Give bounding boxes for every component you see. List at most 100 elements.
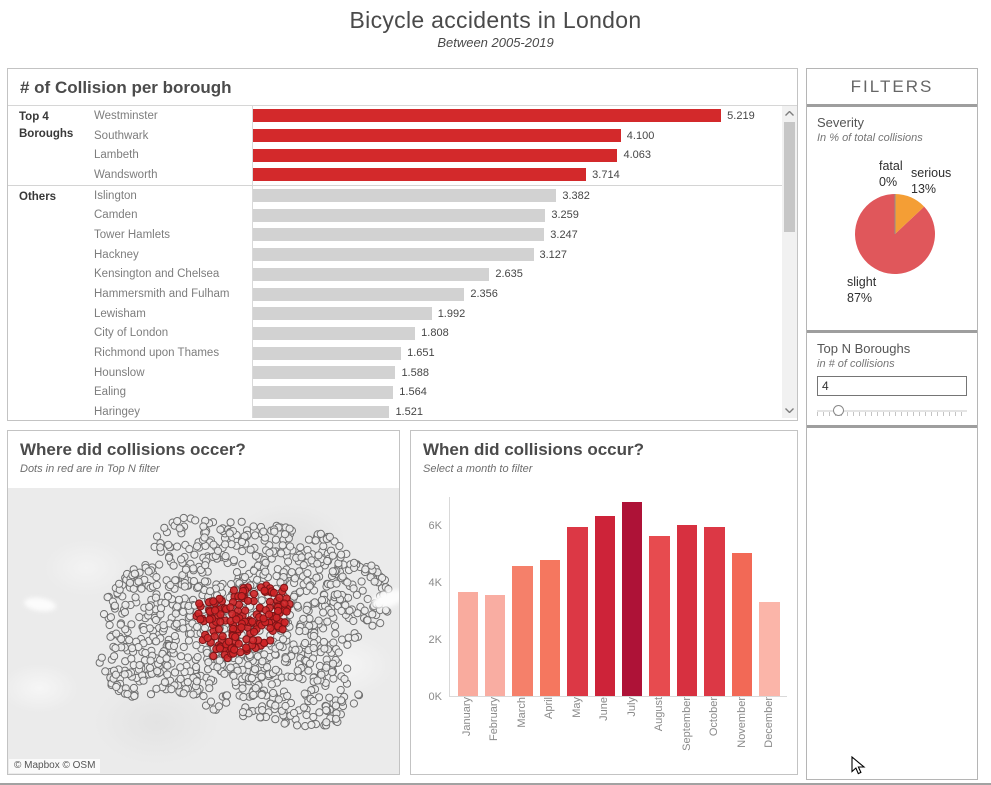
collision-dot[interactable] <box>329 638 338 647</box>
collision-dot[interactable] <box>183 653 192 662</box>
collision-dot[interactable] <box>201 561 210 570</box>
collision-dot[interactable] <box>111 670 121 679</box>
collision-dot[interactable] <box>349 584 358 593</box>
collision-dot[interactable] <box>291 645 300 654</box>
collision-dot[interactable] <box>338 572 347 581</box>
borough-bar[interactable] <box>253 228 545 242</box>
collision-dot[interactable] <box>330 622 340 631</box>
borough-row[interactable]: Hammersmith and Fulham 2.356 <box>94 284 782 304</box>
collision-dot[interactable] <box>265 548 274 558</box>
collision-dot[interactable] <box>200 577 209 586</box>
borough-bar[interactable] <box>253 326 416 340</box>
collision-dot[interactable] <box>222 691 232 700</box>
collision-dot-top-n[interactable] <box>280 599 289 608</box>
collision-dot[interactable] <box>162 654 171 663</box>
collision-dot[interactable] <box>304 535 314 544</box>
slider-handle-icon[interactable] <box>833 405 844 416</box>
collision-dot[interactable] <box>110 601 120 610</box>
collision-dot[interactable] <box>272 571 281 581</box>
collision-dot[interactable] <box>237 517 246 526</box>
collision-dot[interactable] <box>295 627 304 636</box>
collision-dot[interactable] <box>322 718 331 727</box>
collision-dot[interactable] <box>139 626 148 635</box>
scroll-up-icon[interactable] <box>782 106 797 121</box>
collision-dot[interactable] <box>251 531 260 540</box>
collision-dot[interactable] <box>177 652 186 661</box>
collision-dot[interactable] <box>176 663 185 672</box>
collision-dot[interactable] <box>287 672 296 682</box>
collision-dot[interactable] <box>111 644 120 653</box>
collision-dot[interactable] <box>353 609 362 618</box>
vertical-scrollbar[interactable] <box>782 106 797 418</box>
collision-dot[interactable] <box>274 695 283 704</box>
collision-dot[interactable] <box>253 575 262 584</box>
collision-dot[interactable] <box>329 674 338 683</box>
collision-dot[interactable] <box>225 529 234 538</box>
collision-dot[interactable] <box>302 710 311 720</box>
month-bar[interactable] <box>649 536 670 696</box>
collision-dot[interactable] <box>141 648 150 658</box>
collision-dot[interactable] <box>317 670 326 679</box>
collision-dot[interactable] <box>345 606 354 615</box>
borough-bar[interactable] <box>253 109 722 123</box>
borough-bar[interactable] <box>253 248 534 262</box>
collision-dot[interactable] <box>331 629 340 638</box>
collision-dot[interactable] <box>125 636 134 645</box>
collision-dot[interactable] <box>343 578 352 587</box>
collision-dot[interactable] <box>99 610 109 619</box>
collision-dot[interactable] <box>293 601 302 610</box>
collision-dot[interactable] <box>300 689 309 698</box>
collision-dot-top-n[interactable] <box>216 617 225 626</box>
collision-dot[interactable] <box>315 708 324 717</box>
borough-bar[interactable] <box>253 267 490 281</box>
collision-dot[interactable] <box>120 608 130 617</box>
collision-dot-top-n[interactable] <box>278 625 287 634</box>
collision-dot[interactable] <box>278 541 287 550</box>
collision-dot[interactable] <box>179 642 188 652</box>
collision-dot[interactable] <box>128 644 137 653</box>
collision-dot[interactable] <box>164 553 174 562</box>
collision-dot[interactable] <box>213 546 223 556</box>
collision-dot[interactable] <box>294 673 303 682</box>
collision-dot[interactable] <box>328 551 337 560</box>
collision-dot[interactable] <box>328 659 338 668</box>
collision-dot[interactable] <box>244 661 253 670</box>
borough-row[interactable]: Haringey 1.521 <box>94 402 782 418</box>
collision-dot[interactable] <box>152 637 161 646</box>
collision-dot[interactable] <box>281 701 290 711</box>
collision-dot-top-n[interactable] <box>266 624 275 633</box>
collision-dot[interactable] <box>135 661 144 670</box>
month-bar[interactable] <box>622 501 643 696</box>
borough-bar[interactable] <box>253 385 394 399</box>
collision-dot-top-n[interactable] <box>229 586 238 595</box>
collision-dot[interactable] <box>293 721 302 730</box>
scroll-down-icon[interactable] <box>782 403 797 418</box>
collision-dot[interactable] <box>220 669 229 678</box>
collision-dot[interactable] <box>358 586 367 595</box>
collision-dot[interactable] <box>173 516 182 526</box>
collision-dot[interactable] <box>313 676 322 685</box>
collision-dot[interactable] <box>180 582 189 591</box>
collision-dot[interactable] <box>106 613 116 622</box>
borough-row[interactable]: Camden 3.259 <box>94 205 782 226</box>
collision-dot[interactable] <box>221 552 230 561</box>
collision-dot[interactable] <box>206 697 216 706</box>
collision-dot[interactable] <box>299 614 308 623</box>
collision-dot[interactable] <box>251 684 260 693</box>
collision-dot[interactable] <box>115 579 124 588</box>
collision-dot[interactable] <box>199 522 208 531</box>
collision-dot-top-n[interactable] <box>280 583 289 592</box>
collision-dot[interactable] <box>144 567 153 576</box>
collision-dot[interactable] <box>349 616 358 626</box>
collision-dot[interactable] <box>160 523 169 532</box>
collision-dot[interactable] <box>167 685 176 694</box>
borough-row[interactable]: Lewisham 1.992 <box>94 303 782 324</box>
collision-dot[interactable] <box>246 545 255 554</box>
collision-dot[interactable] <box>151 615 161 625</box>
collision-dot[interactable] <box>317 596 327 605</box>
collision-dot[interactable] <box>256 713 265 722</box>
collision-dot[interactable] <box>337 696 346 705</box>
collision-dot-top-n[interactable] <box>195 599 204 608</box>
collision-dot-top-n[interactable] <box>237 592 246 601</box>
collision-dot[interactable] <box>215 656 224 665</box>
